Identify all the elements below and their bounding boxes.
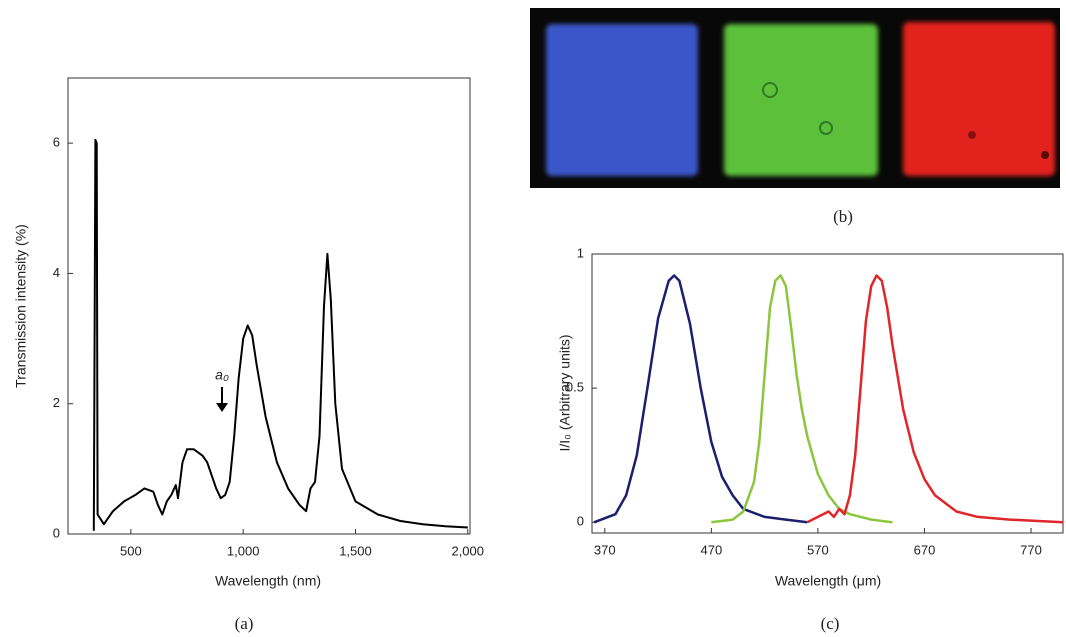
y-tick-label: 0 — [53, 525, 60, 540]
x-tick-label: 500 — [120, 543, 142, 558]
caption: (a) — [235, 614, 254, 633]
y-tick-label: 0.5 — [566, 380, 584, 395]
plot-frame — [67, 77, 471, 535]
x-tick-label: 570 — [807, 542, 829, 557]
y-axis-label: Transmission intensity (%) — [13, 224, 29, 388]
caption: (b) — [833, 207, 853, 226]
x-tick-label: 1,000 — [227, 543, 260, 558]
y-axis-label: I/I₀ (Arbitrary units) — [557, 334, 573, 451]
spot — [968, 131, 976, 139]
led-photo — [530, 8, 1060, 188]
y-tick-label: 1 — [577, 245, 584, 260]
series-line — [711, 274, 893, 524]
x-tick-label: 1,500 — [339, 543, 372, 558]
x-tick-label: 470 — [700, 542, 722, 557]
x-tick-label: 670 — [914, 542, 936, 557]
spot — [762, 82, 778, 98]
blue-pixel — [546, 24, 698, 176]
red-pixel — [903, 22, 1055, 176]
annotation-arrowhead — [216, 403, 228, 412]
x-tick-label: 370 — [594, 542, 616, 557]
series-line — [92, 138, 468, 531]
x-axis-label: Wavelength (nm) — [215, 573, 321, 589]
y-tick-label: 0 — [577, 514, 584, 529]
caption: (c) — [821, 614, 840, 633]
green-pixel — [724, 24, 878, 176]
spot — [819, 121, 833, 135]
annotation: a₀ — [215, 367, 229, 383]
y-tick-label: 6 — [53, 135, 60, 150]
plot-frame — [591, 253, 1064, 534]
x-tick-label: 770 — [1020, 542, 1042, 557]
x-tick-label: 2,000 — [451, 543, 484, 558]
series-line — [593, 274, 808, 524]
spot — [1041, 151, 1049, 159]
y-tick-label: 4 — [53, 265, 60, 280]
x-axis-label: Wavelength (μm) — [775, 573, 881, 589]
y-tick-label: 2 — [53, 395, 60, 410]
series-line — [806, 274, 1064, 524]
